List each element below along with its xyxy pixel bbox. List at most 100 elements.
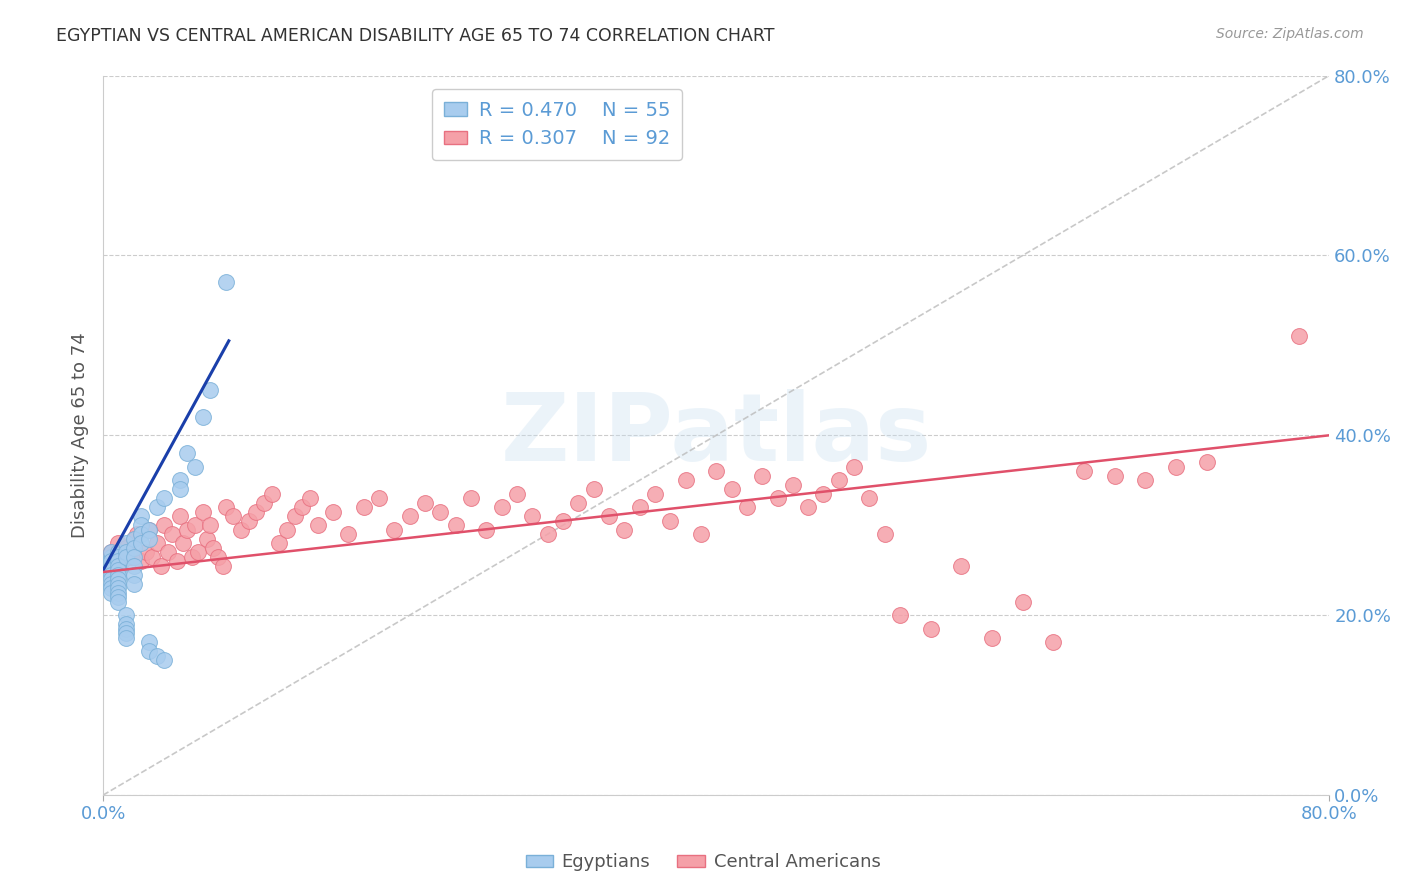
Point <box>720 482 742 496</box>
Point <box>460 491 482 506</box>
Point <box>115 617 138 632</box>
Point <box>181 549 204 564</box>
Point <box>368 491 391 506</box>
Point <box>567 496 589 510</box>
Point <box>107 549 129 564</box>
Point <box>100 554 122 568</box>
Point <box>100 585 122 599</box>
Legend: Egyptians, Central Americans: Egyptians, Central Americans <box>519 847 887 879</box>
Point <box>551 514 574 528</box>
Point <box>153 491 176 506</box>
Point <box>107 585 129 599</box>
Point <box>122 532 145 546</box>
Point <box>222 509 245 524</box>
Point <box>1011 595 1033 609</box>
Point <box>104 558 127 573</box>
Point <box>202 541 225 555</box>
Point <box>138 644 160 658</box>
Point <box>413 496 436 510</box>
Point <box>138 523 160 537</box>
Point <box>200 384 222 398</box>
Point <box>797 500 820 515</box>
Point <box>169 509 191 524</box>
Point <box>215 276 238 290</box>
Point <box>150 558 173 573</box>
Point <box>253 496 276 510</box>
Point <box>115 545 138 559</box>
Point <box>115 541 138 555</box>
Point <box>107 545 129 559</box>
Point <box>429 505 451 519</box>
Point <box>766 491 789 506</box>
Point <box>1135 473 1157 487</box>
Point <box>382 523 405 537</box>
Point <box>659 514 682 528</box>
Point <box>146 536 169 550</box>
Point <box>644 487 666 501</box>
Point <box>689 527 711 541</box>
Point <box>284 509 307 524</box>
Point <box>215 500 238 515</box>
Point <box>169 473 191 487</box>
Point <box>1195 455 1218 469</box>
Point <box>444 518 467 533</box>
Point <box>675 473 697 487</box>
Point <box>950 558 973 573</box>
Point <box>1042 635 1064 649</box>
Point <box>782 477 804 491</box>
Text: EGYPTIAN VS CENTRAL AMERICAN DISABILITY AGE 65 TO 74 CORRELATION CHART: EGYPTIAN VS CENTRAL AMERICAN DISABILITY … <box>56 27 775 45</box>
Point <box>1288 329 1310 343</box>
Point <box>322 505 344 519</box>
Point <box>1104 468 1126 483</box>
Point <box>153 518 176 533</box>
Point <box>122 549 145 564</box>
Point <box>100 545 122 559</box>
Point <box>211 558 233 573</box>
Point <box>981 631 1004 645</box>
Point <box>813 487 835 501</box>
Point <box>200 518 222 533</box>
Point <box>100 567 122 582</box>
Point <box>160 527 183 541</box>
Point <box>100 549 122 564</box>
Point <box>115 626 138 640</box>
Point <box>100 572 122 586</box>
Point <box>238 514 260 528</box>
Point <box>353 500 375 515</box>
Point <box>100 545 122 559</box>
Point <box>125 527 148 541</box>
Point <box>107 576 129 591</box>
Point <box>613 523 636 537</box>
Point <box>920 622 942 636</box>
Point <box>107 572 129 586</box>
Point <box>1073 464 1095 478</box>
Point <box>107 590 129 604</box>
Point <box>184 518 207 533</box>
Point <box>107 595 129 609</box>
Point <box>110 554 132 568</box>
Point <box>598 509 620 524</box>
Point <box>153 653 176 667</box>
Point <box>276 523 298 537</box>
Point <box>475 523 498 537</box>
Point <box>191 505 214 519</box>
Point <box>135 545 157 559</box>
Point <box>146 500 169 515</box>
Point <box>536 527 558 541</box>
Point <box>122 541 145 555</box>
Point <box>229 523 252 537</box>
Point <box>187 545 209 559</box>
Text: Source: ZipAtlas.com: Source: ZipAtlas.com <box>1216 27 1364 41</box>
Point <box>889 608 911 623</box>
Point <box>100 576 122 591</box>
Point <box>260 487 283 501</box>
Point <box>115 536 138 550</box>
Point <box>131 509 153 524</box>
Point <box>1164 459 1187 474</box>
Y-axis label: Disability Age 65 to 74: Disability Age 65 to 74 <box>72 333 89 538</box>
Point <box>858 491 880 506</box>
Point <box>131 554 153 568</box>
Point <box>122 532 145 546</box>
Point <box>751 468 773 483</box>
Point <box>582 482 605 496</box>
